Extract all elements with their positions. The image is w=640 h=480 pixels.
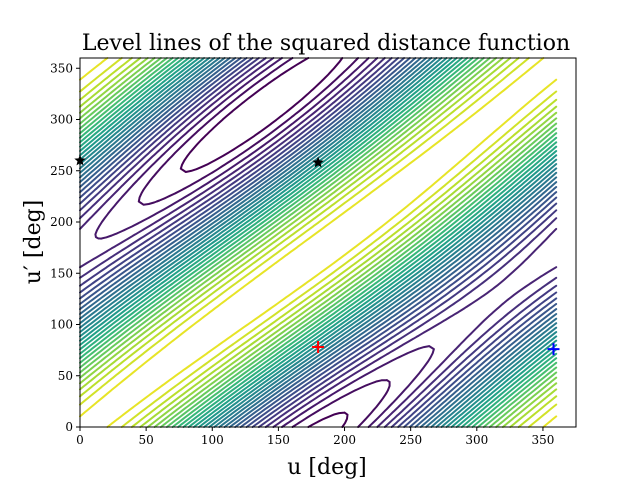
contour-level xyxy=(79,57,558,428)
plot-frame xyxy=(79,57,577,428)
x-tick-label: 150 xyxy=(267,433,290,447)
y-tick-label: 300 xyxy=(50,113,73,127)
contour-level xyxy=(79,57,558,428)
contour-level xyxy=(79,57,558,428)
x-tick-label: 350 xyxy=(531,433,554,447)
x-axis: 0 50 100 150 200 250 300 350 xyxy=(76,427,554,447)
contour-level xyxy=(79,57,558,428)
contour-level xyxy=(79,57,558,428)
y-axis: 0 50 100 150 200 250 300 350 xyxy=(50,61,80,434)
contour-level xyxy=(79,57,558,428)
x-tick-label: 250 xyxy=(399,433,422,447)
contour-level xyxy=(79,57,558,428)
x-tick-label: 50 xyxy=(138,433,153,447)
contour-level xyxy=(79,57,558,428)
x-axis-label: u [deg] xyxy=(287,455,367,480)
contour-lines xyxy=(79,57,558,428)
contour-level xyxy=(94,57,435,428)
contour-level xyxy=(79,57,558,428)
contour-level xyxy=(179,57,349,428)
contour-level xyxy=(79,57,558,428)
contour-level xyxy=(79,57,558,428)
contour-level xyxy=(79,57,558,428)
contour-level xyxy=(79,57,558,428)
marker-blue-marker xyxy=(547,343,560,356)
y-tick-label: 0 xyxy=(65,420,73,434)
y-tick-label: 150 xyxy=(50,266,73,280)
contour-level xyxy=(79,57,558,428)
contour-level xyxy=(137,57,391,428)
y-tick-label: 50 xyxy=(58,369,73,383)
contour-level xyxy=(79,57,558,428)
y-tick-label: 350 xyxy=(50,61,73,75)
contour-level xyxy=(79,57,558,428)
saddle-a-marker xyxy=(312,156,324,168)
contour-level xyxy=(79,57,558,428)
y-tick-label: 250 xyxy=(50,164,73,178)
y-axis-label: u′ [deg] xyxy=(21,200,46,285)
contour-level xyxy=(79,57,558,428)
y-tick-label: 200 xyxy=(50,215,73,229)
x-tick-label: 300 xyxy=(465,433,488,447)
chart-title: Level lines of the squared distance func… xyxy=(82,31,570,56)
contour-level xyxy=(79,57,558,428)
x-tick-label: 100 xyxy=(201,433,224,447)
contour-level xyxy=(79,57,558,428)
contour-level xyxy=(79,57,558,428)
contour-level xyxy=(79,57,558,428)
x-tick-label: 200 xyxy=(333,433,356,447)
x-tick-label: 0 xyxy=(76,433,84,447)
y-tick-label: 100 xyxy=(50,318,73,332)
contour-level xyxy=(79,57,558,428)
minimum-marker xyxy=(312,341,325,354)
